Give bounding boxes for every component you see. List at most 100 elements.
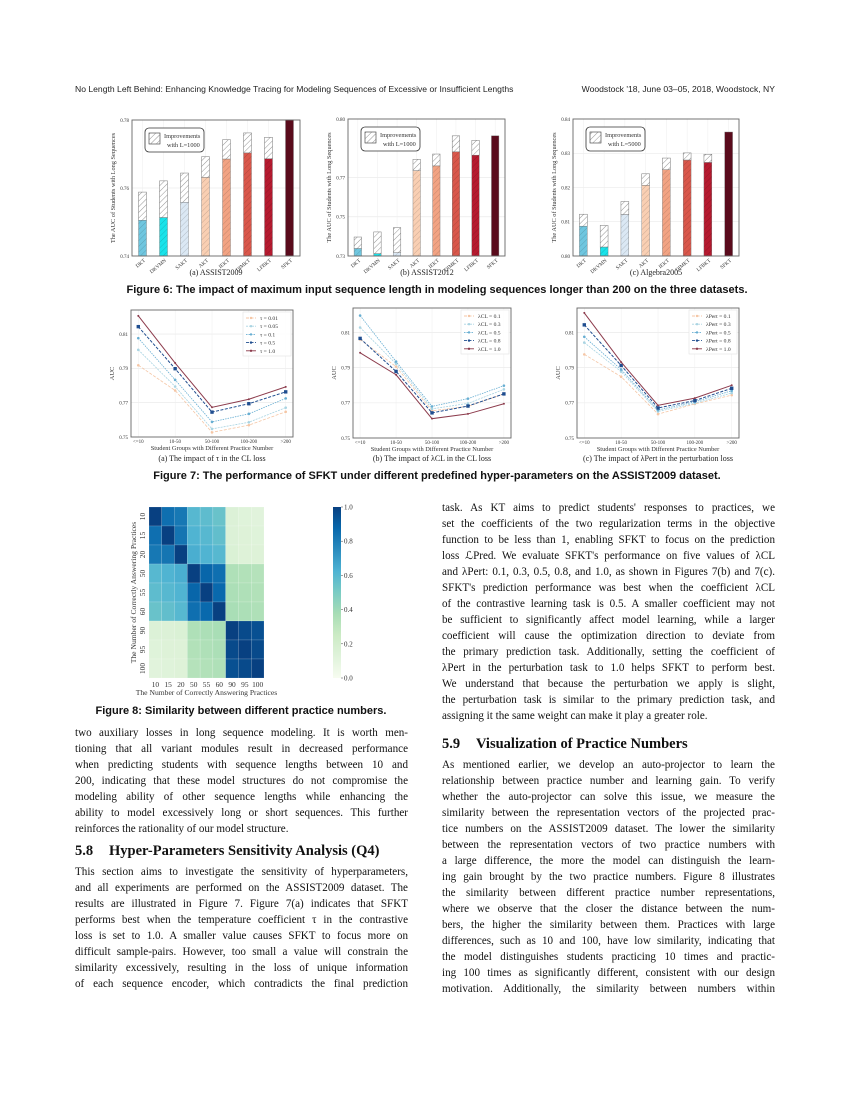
figure8-heatmap: 10101515202050505555606090909595100100Th… bbox=[129, 504, 353, 698]
data-point bbox=[466, 402, 470, 405]
text-line: bers, the higher the similarity between … bbox=[442, 919, 775, 931]
x-axis-label: Student Groups with Different Practice N… bbox=[597, 446, 720, 453]
x-tick-label: >200 bbox=[727, 441, 738, 446]
bar-hatch bbox=[620, 214, 629, 256]
bar-hatch bbox=[662, 169, 671, 256]
plot-frame bbox=[130, 309, 294, 438]
section-title: Hyper-Parameters Sensitivity Analysis (Q… bbox=[109, 843, 380, 859]
improvement-hatch bbox=[222, 139, 231, 160]
plot-frame bbox=[572, 118, 740, 257]
heatmap-cell bbox=[225, 544, 239, 565]
x-tick-label: 50-100 bbox=[425, 441, 440, 446]
y-tick-label: 20 bbox=[138, 551, 147, 559]
y-tick-label: 0.75 bbox=[565, 437, 574, 442]
improvement-hatch bbox=[354, 237, 362, 249]
heatmap-cell bbox=[212, 506, 226, 527]
text-line: This section aims to investigate the sen… bbox=[75, 866, 408, 878]
heatmap-cell bbox=[187, 525, 201, 546]
text-line: relationship between practice number and… bbox=[442, 775, 775, 787]
heatmap-cell bbox=[174, 563, 188, 584]
legend-swatch-hatch bbox=[149, 133, 160, 144]
text-line: the model distinguishes students practic… bbox=[442, 951, 775, 963]
fig7c-subcaption: (c) The impact of λPert in the perturbat… bbox=[583, 454, 733, 463]
text-line: the perturbation task is similar to the … bbox=[442, 694, 775, 706]
bar-hatch bbox=[579, 226, 588, 256]
improvement-hatch bbox=[703, 154, 712, 163]
bar-hatch bbox=[600, 247, 609, 256]
y-tick-label: 0.81 bbox=[565, 331, 574, 336]
x-tick-label: SAKT bbox=[615, 257, 630, 271]
heatmap-cell bbox=[238, 620, 252, 641]
data-point bbox=[466, 412, 469, 415]
y-axis-label: AUC bbox=[109, 367, 116, 381]
improvement-hatch bbox=[180, 173, 189, 203]
data-point bbox=[173, 385, 177, 388]
data-point bbox=[284, 385, 287, 388]
text-line: assigning it the same weight can make it… bbox=[442, 710, 708, 722]
data-point bbox=[173, 378, 177, 382]
data-point bbox=[174, 362, 177, 365]
data-point bbox=[210, 420, 214, 424]
text-line: coefficient will cause the optimization … bbox=[442, 630, 775, 642]
y-tick-label: 10 bbox=[138, 513, 147, 521]
text-line: reinforces the rationality of our model … bbox=[75, 823, 289, 835]
heatmap-cell bbox=[161, 658, 175, 679]
data-point bbox=[173, 366, 177, 371]
heatmap-cell bbox=[212, 620, 226, 641]
x-tick-label: 10-50 bbox=[390, 441, 402, 446]
legend-label: λPert = 0.3 bbox=[706, 322, 731, 328]
y-tick-label: 60 bbox=[138, 608, 147, 616]
text-line: function to be less than 1, enabling SFK… bbox=[442, 534, 775, 546]
colorbar-tick-label: 0.0 bbox=[344, 675, 353, 683]
data-point bbox=[430, 405, 434, 408]
data-point bbox=[394, 365, 398, 368]
text-line: two auxiliary losses in long sequence mo… bbox=[75, 727, 408, 739]
y-tick-label: 0.73 bbox=[336, 255, 345, 260]
text-line: and all experiments are performed on the… bbox=[75, 882, 408, 894]
figure7-chart-0: 0.75 0.77 0.79 0.81 <=10 10-50 50-100 100-200 >2… bbox=[109, 309, 294, 452]
heatmap-cell bbox=[251, 525, 265, 546]
heatmap-cell bbox=[212, 544, 226, 565]
x-tick-label: <=10 bbox=[579, 441, 590, 446]
section-number: 5.8 bbox=[75, 843, 94, 859]
heatmap-cell bbox=[161, 525, 175, 546]
bar-hatch bbox=[641, 185, 650, 256]
y-tick-label: 0.75 bbox=[336, 216, 345, 221]
x-tick-label: 10-50 bbox=[169, 440, 181, 445]
y-axis-label: AUC bbox=[331, 366, 338, 380]
legend-label: λCL = 0.3 bbox=[478, 322, 501, 328]
y-tick-label: 0.77 bbox=[336, 177, 345, 182]
text-line: λPert in the perturbation task to 1.0 he… bbox=[442, 662, 775, 674]
legend-marker bbox=[695, 347, 699, 350]
data-point bbox=[431, 417, 433, 420]
y-tick-label: 0.79 bbox=[341, 367, 350, 372]
y-axis-label: The AUC of Students with Long Sequences bbox=[551, 132, 558, 243]
heatmap-cell bbox=[174, 620, 188, 641]
data-point bbox=[247, 402, 251, 406]
text-line: similarity between the representation ve… bbox=[442, 807, 775, 819]
data-point bbox=[730, 386, 734, 390]
legend-swatch-hatch bbox=[365, 132, 376, 143]
y-tick-label: 0.78 bbox=[120, 119, 129, 124]
x-tick-label: AKT bbox=[638, 257, 651, 269]
heatmap-cell bbox=[187, 658, 201, 679]
legend-marker bbox=[695, 339, 699, 342]
heatmap-cell bbox=[148, 601, 162, 622]
text-line: whether the auto-projector can solve thi… bbox=[442, 791, 775, 803]
legend-label: with L=1000 bbox=[167, 142, 200, 149]
x-tick-label: DKT bbox=[350, 257, 363, 269]
y-tick-label: 0.82 bbox=[561, 186, 570, 191]
text-line: ing gain brought by the two practice num… bbox=[442, 871, 775, 883]
heatmap-cell bbox=[225, 525, 239, 546]
heatmap-cell bbox=[238, 506, 252, 527]
fig6b-subcaption: (b) ASSIST2012 bbox=[400, 268, 454, 277]
improvement-hatch bbox=[452, 135, 460, 152]
y-tick-label: 0.84 bbox=[561, 118, 570, 123]
x-tick-label: <=10 bbox=[355, 441, 366, 446]
x-tick-label: DKT bbox=[135, 257, 148, 269]
text-line: tioning that all variant modules result … bbox=[75, 743, 408, 755]
y-tick-label: 0.74 bbox=[120, 255, 129, 260]
data-point bbox=[693, 398, 697, 403]
heatmap-cell bbox=[148, 620, 162, 641]
